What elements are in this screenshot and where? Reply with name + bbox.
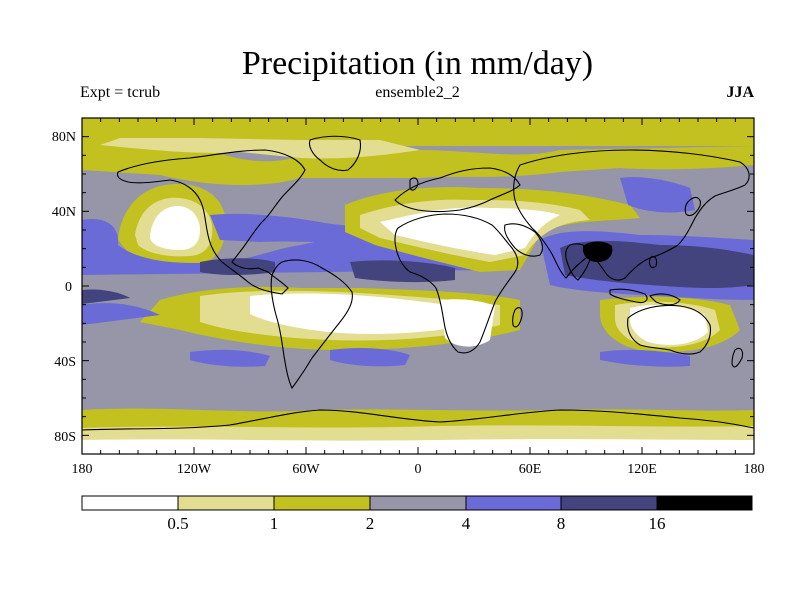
colorbar-box-6 — [656, 495, 753, 511]
season-label: JJA — [726, 84, 754, 101]
australia-white — [629, 304, 708, 345]
north-subpolar-pale — [100, 138, 420, 159]
sahara-white — [380, 207, 560, 255]
coast-arabia — [504, 223, 544, 257]
axis-ticks — [81, 117, 755, 455]
lon-label-120e: 120E — [627, 462, 657, 477]
colorbar-box-3 — [369, 495, 467, 511]
lon-label-60e: 60E — [519, 462, 542, 477]
north-subpolar-lime — [82, 146, 754, 186]
coast-new-zealand — [731, 347, 744, 368]
lon-label-60w: 60W — [292, 462, 320, 477]
central-asia-blue — [620, 177, 695, 213]
colorbar-label-5: 16 — [649, 514, 666, 533]
colorbar-box-2 — [273, 495, 371, 511]
coast-indonesia-2 — [649, 293, 681, 306]
coast-greenland — [308, 135, 362, 172]
atlantic-itcz-dark — [350, 260, 455, 283]
colorbar-box-1 — [177, 495, 275, 511]
colorbar-label-3: 4 — [462, 514, 471, 533]
dateline-west-dark — [82, 289, 130, 304]
coast-europe — [394, 167, 521, 213]
coast-south-america — [270, 259, 353, 390]
colorbar-label-4: 8 — [557, 514, 566, 533]
coast-africa — [394, 213, 519, 354]
experiment-label: Expt = tcrub — [80, 84, 161, 101]
coast-philippines — [648, 255, 658, 269]
s-ocean-blue-1 — [190, 349, 270, 367]
s-ocean-blue-3 — [600, 349, 690, 367]
colorbar-label-2: 2 — [366, 514, 375, 533]
precip-field — [82, 118, 754, 454]
coast-madagascar — [512, 307, 523, 328]
ne-pacific-white — [150, 205, 200, 250]
lon-label-180e: 180 — [744, 462, 765, 477]
coastlines — [82, 135, 754, 431]
coast-uk — [409, 177, 419, 191]
lat-label-80n: 80N — [52, 130, 76, 145]
s-pacific-blue — [82, 303, 160, 325]
lat-label-80s: 80S — [54, 430, 76, 445]
colorbar-box-4 — [465, 495, 562, 511]
s-ocean-blue-2 — [330, 347, 410, 367]
lat-label-40s: 40S — [54, 355, 76, 370]
coast-north-america — [116, 149, 306, 295]
colorbar-box-5 — [560, 495, 658, 511]
coast-japan — [684, 197, 701, 217]
lon-label-180w: 180 — [72, 462, 93, 477]
colorbar-label-0: 0.5 — [167, 514, 188, 533]
coast-indonesia-1 — [609, 288, 648, 304]
coast-asia — [513, 149, 750, 281]
s-africa-white — [440, 299, 495, 347]
ensemble-label: ensemble2_2 — [375, 84, 460, 101]
lat-label-eq: 0 — [65, 280, 72, 295]
lon-label-120w: 120W — [177, 462, 212, 477]
chart-title: Precipitation (in mm/day) — [241, 45, 594, 82]
colorbar-label-1: 1 — [270, 514, 279, 533]
colorbar: 0.5 1 2 4 8 16 — [81, 495, 753, 533]
lon-label-0: 0 — [415, 462, 422, 477]
coast-antarctica — [82, 409, 754, 431]
lat-label-40n: 40N — [52, 205, 76, 220]
s-dry-white — [250, 293, 490, 334]
colorbar-box-0 — [81, 495, 179, 511]
coast-india — [565, 243, 593, 281]
coast-australia — [627, 304, 712, 355]
